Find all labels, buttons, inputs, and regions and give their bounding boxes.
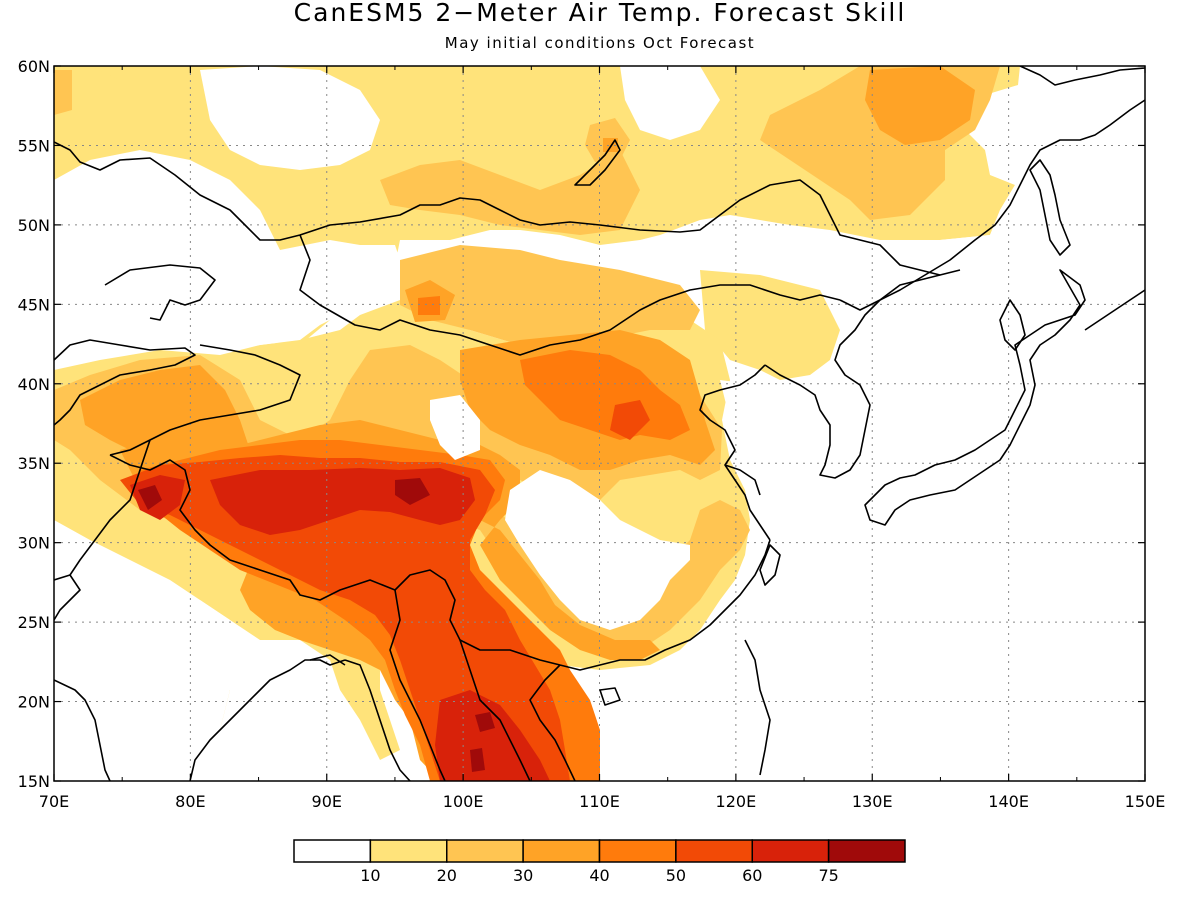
lake (574, 139, 621, 186)
coastline (999, 299, 1026, 351)
coastline (189, 659, 346, 781)
coastline (744, 639, 771, 776)
colorbar-swatch (598, 839, 677, 863)
coastline (54, 574, 81, 621)
coastline (759, 544, 781, 586)
skill-region-75-plus (470, 748, 485, 772)
lat-tick-label: 35N (18, 454, 50, 473)
border (69, 439, 151, 576)
lat-tick-label: 15N (18, 772, 50, 791)
colorbar-swatch (369, 839, 448, 863)
coastline (309, 654, 346, 666)
skill-region-60-75 (435, 690, 550, 781)
skill-region-20-30 (380, 150, 640, 235)
colorbar-swatch (293, 839, 372, 863)
chart-title: CanESM5 2−Meter Air Temp. Forecast Skill (293, 0, 907, 27)
skill-region-75-plus (475, 712, 495, 732)
latitude-labels: 60N 55N 50N 45N 40N 35N 30N 25N 20N 15N (18, 57, 50, 791)
chart-subtitle: May initial conditions Oct Forecast (444, 34, 756, 52)
coastline (559, 539, 771, 671)
colorbar-label: 10 (360, 866, 380, 885)
coastline (1029, 159, 1071, 256)
lon-tick-label: 150E (1125, 792, 1166, 811)
lat-tick-label: 25N (18, 613, 50, 632)
colorbar-label: 40 (589, 866, 609, 885)
skill-region-below-10 (430, 395, 480, 460)
border (109, 454, 561, 666)
skill-region-below-10 (54, 520, 240, 781)
colorbar-swatch (675, 839, 753, 863)
coastline (724, 464, 761, 496)
coastline (104, 264, 216, 321)
border (839, 274, 941, 311)
skill-region-below-10 (54, 150, 400, 365)
lon-tick-label: 90E (312, 792, 342, 811)
coastline (879, 99, 1145, 301)
lat-tick-label: 50N (18, 216, 50, 235)
colorbar-label: 50 (666, 866, 686, 885)
skill-region-75-plus (395, 478, 430, 505)
coastline (344, 659, 411, 781)
longitude-labels: 70E 80E 90E 100E 110E 120E 130E 140E 150E (39, 792, 1166, 811)
coastline (54, 679, 111, 781)
colorbar-label: 75 (818, 866, 838, 885)
coastline (764, 299, 881, 479)
skill-region-below-10 (505, 470, 690, 630)
border (459, 639, 531, 781)
lon-tick-label: 80E (175, 792, 205, 811)
skill-region-10-20 (54, 66, 130, 145)
lon-tick-label: 110E (579, 792, 620, 811)
lat-tick-label: 60N (18, 57, 50, 76)
lon-tick-label: 140E (988, 792, 1029, 811)
border (299, 234, 841, 356)
lat-tick-label: 40N (18, 375, 50, 394)
colorbar: 10 20 30 40 50 60 75 (293, 839, 906, 885)
coastline (599, 687, 621, 706)
skill-region-below-10 (620, 66, 720, 140)
lat-tick-label: 30N (18, 534, 50, 553)
axis-ticks (53, 65, 1146, 782)
skill-region-50-60 (610, 400, 650, 440)
lon-tick-label: 130E (852, 792, 893, 811)
coastline (1019, 66, 1145, 86)
skill-region-40-50 (418, 296, 440, 315)
lat-tick-label: 55N (18, 136, 50, 155)
colorbar-label: 30 (513, 866, 533, 885)
skill-region-30-40 (865, 66, 975, 145)
skill-region-20-30 (54, 70, 72, 115)
border (389, 589, 446, 781)
lon-tick-label: 100E (443, 792, 484, 811)
colorbar-label: 60 (742, 866, 762, 885)
border (299, 179, 961, 276)
colorbar-swatch (446, 839, 524, 863)
colorbar-swatch (751, 839, 830, 863)
lon-tick-label: 120E (716, 792, 757, 811)
coastline (54, 141, 301, 241)
skill-region-below-10 (200, 66, 380, 170)
skill-region-20-30 (400, 245, 700, 350)
coastlines (54, 66, 1145, 781)
coastline (529, 664, 576, 781)
lat-tick-label: 45N (18, 295, 50, 314)
coastline (699, 364, 771, 541)
colorbar-swatch (827, 839, 906, 863)
coastline (1084, 289, 1145, 331)
colorbar-label: 20 (437, 866, 457, 885)
skill-region-10-20 (700, 270, 840, 380)
colorbar-swatch (522, 839, 601, 863)
coastline (54, 339, 196, 426)
skill-region-75-plus (138, 485, 162, 510)
lon-tick-label: 70E (39, 792, 69, 811)
lat-tick-label: 20N (18, 693, 50, 712)
